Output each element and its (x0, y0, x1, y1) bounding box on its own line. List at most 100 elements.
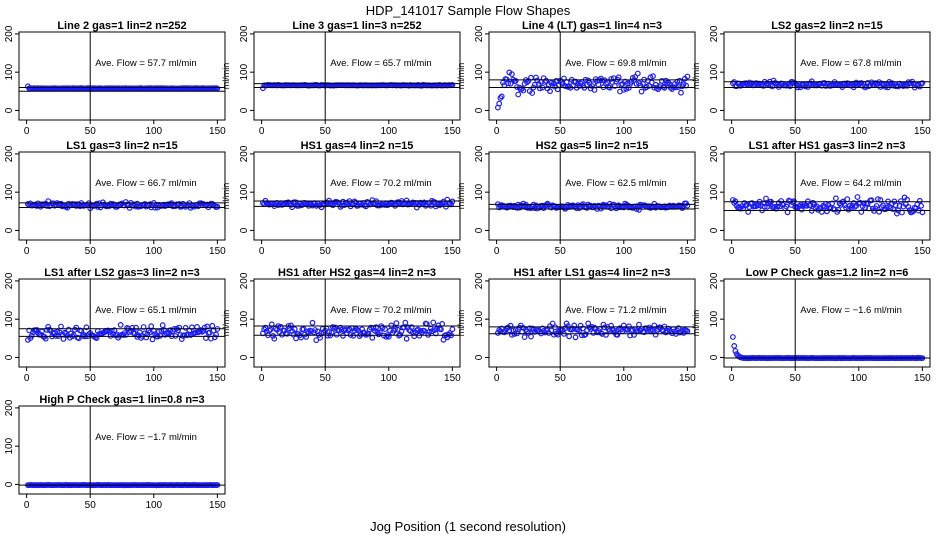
data-point (892, 202, 899, 209)
data-point (130, 329, 137, 336)
data-point (520, 87, 527, 94)
figure-xlabel: Jog Position (1 second resolution) (370, 519, 566, 534)
data-point (267, 326, 274, 333)
plot-frame (18, 405, 226, 495)
data-point (854, 194, 861, 200)
x-tick-label: 50 (85, 246, 97, 257)
data-point (117, 322, 124, 328)
panel-title: Low P Check gas=1.2 lin=2 n=6 (746, 267, 909, 279)
data-point (905, 203, 912, 210)
data-point (93, 335, 100, 342)
panel: HS1 after HS2 gas=4 lin=2 n=3 0 50 100 150 0 1… (221, 267, 461, 384)
data-point (149, 336, 156, 343)
panel-title: HS1 gas=4 lin=2 n=15 (301, 140, 414, 152)
y-tick-label: 0 (239, 227, 250, 233)
x-tick-label: 100 (380, 246, 397, 257)
data-point (537, 85, 543, 92)
data-point (543, 77, 550, 84)
data-point (784, 209, 791, 216)
data-point (783, 203, 790, 210)
plot-frame (18, 278, 226, 368)
data-point (58, 323, 64, 330)
y-tick-label: 200 (239, 272, 250, 289)
x-tick-label: 100 (850, 246, 867, 257)
x-tick-label: 0 (24, 373, 30, 384)
data-point (547, 88, 553, 95)
panel-title: HS1 after LS1 gas=4 lin=2 n=3 (514, 267, 671, 279)
data-point (313, 337, 320, 344)
data-point (873, 203, 880, 209)
y-axis-label: ml/min (221, 63, 231, 90)
data-point (377, 329, 383, 336)
data-point (438, 326, 444, 333)
y-axis-label: ml/min (456, 183, 466, 210)
panel-title: High P Check gas=1 lin=0.8 n=3 (39, 394, 204, 406)
panel-title: HS1 after HS2 gas=4 lin=2 n=3 (278, 267, 436, 279)
y-tick-label: 200 (709, 25, 720, 42)
y-tick-label: 100 (239, 310, 250, 327)
data-point (599, 77, 606, 84)
panel-title: LS1 gas=3 lin=2 n=15 (66, 140, 178, 152)
y-tick-label: 0 (709, 354, 720, 360)
data-point (897, 198, 904, 205)
data-point (408, 324, 415, 331)
plot-frame (723, 31, 931, 121)
data-point (140, 324, 147, 330)
y-tick-label: 200 (4, 25, 15, 42)
x-tick-label: 100 (145, 126, 162, 137)
panel: HS2 gas=5 lin=2 n=15 0 50 100 150 0 100 200 ml/m… (456, 140, 696, 257)
data-point (303, 334, 310, 340)
x-tick-label: 0 (259, 126, 265, 137)
data-point (507, 322, 514, 329)
panel: Line 2 gas=1 lin=2 n=252 0 50 100 150 0 100 200… (4, 20, 226, 137)
data-point (33, 327, 40, 333)
y-axis-label: ml/min (691, 310, 701, 337)
panel: High P Check gas=1 lin=0.8 n=3 0 50 100 150 0… (4, 394, 226, 511)
data-point (882, 83, 889, 90)
data-point (382, 326, 388, 333)
x-tick-label: 50 (555, 246, 567, 257)
panel-title: Line 2 gas=1 lin=2 n=252 (57, 20, 186, 32)
y-tick-label: 100 (4, 63, 15, 80)
x-tick-label: 0 (494, 246, 500, 257)
average-flow-annotation: Ave. Flow = 65.1 ml/min (95, 305, 196, 316)
data-point (28, 332, 35, 339)
data-point (498, 93, 505, 100)
x-tick-label: 50 (790, 373, 802, 384)
data-point (528, 74, 534, 81)
data-point (844, 196, 851, 203)
average-flow-annotation: Ave. Flow = 64.2 ml/min (800, 178, 901, 189)
data-point (900, 83, 907, 89)
data-point (849, 202, 856, 209)
panel: LS2 gas=2 lin=2 n=15 0 50 100 150 0 100 200 ml/m… (691, 20, 931, 137)
data-point (894, 210, 900, 217)
x-tick-label: 150 (209, 373, 226, 384)
panel-title: HS2 gas=5 lin=2 n=15 (536, 140, 649, 152)
data-point (342, 326, 349, 333)
x-tick-label: 100 (145, 373, 162, 384)
data-point (209, 322, 216, 329)
panel-title: Line 4 (LT) gas=1 lin=4 n=3 (522, 20, 662, 32)
y-tick-label: 0 (4, 227, 15, 233)
data-point (561, 75, 567, 82)
data-point (77, 203, 83, 210)
data-point (93, 200, 100, 207)
average-flow-annotation: Ave. Flow = 71.2 ml/min (565, 305, 666, 316)
plot-frame (253, 278, 461, 368)
data-point (634, 70, 641, 77)
data-point (591, 324, 598, 331)
data-point (83, 324, 90, 331)
data-point (916, 197, 923, 204)
x-tick-label: 100 (145, 246, 162, 257)
y-tick-label: 200 (474, 145, 485, 162)
y-tick-label: 200 (4, 272, 15, 289)
y-tick-label: 100 (474, 63, 485, 80)
panel-title: LS1 after LS2 gas=3 lin=2 n=3 (44, 267, 200, 279)
y-axis-label: ml/min (456, 310, 466, 337)
data-point (684, 202, 691, 209)
data-point (340, 332, 346, 339)
x-tick-label: 150 (679, 246, 696, 257)
y-tick-label: 200 (709, 272, 720, 289)
data-point (392, 326, 399, 333)
